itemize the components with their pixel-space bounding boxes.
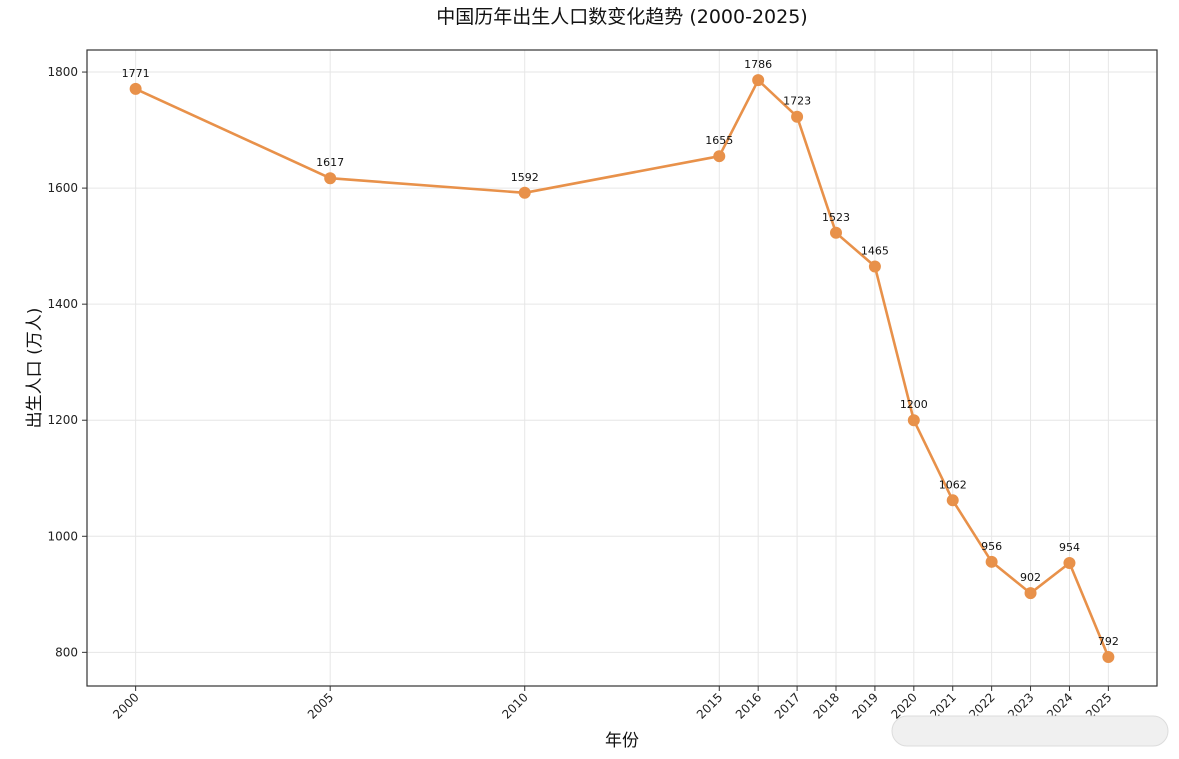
series (129, 74, 1115, 663)
grid (87, 50, 1157, 686)
data-point (985, 555, 998, 568)
data-labels: 1771 1617 1592 1655 1786 1723 1523 1465 1200 1062… (122, 58, 1119, 648)
y-tick-label: 1000 (47, 529, 78, 543)
y-tick-label: 800 (55, 645, 78, 659)
axes: 800 1000 1200 1400 1600 1800 2000 2005 2010 2015 2… (47, 65, 1114, 722)
data-point (518, 186, 531, 199)
data-point (907, 414, 920, 427)
y-tick-label: 1400 (47, 297, 78, 311)
series-line (135, 78, 1110, 658)
data-label: 1617 (316, 156, 344, 169)
y-tick-label: 1600 (47, 181, 78, 195)
data-point (713, 150, 726, 163)
data-point (1024, 587, 1037, 600)
data-point (752, 74, 765, 87)
data-point (1102, 650, 1115, 663)
data-label: 956 (981, 540, 1002, 553)
data-label: 1786 (744, 58, 772, 71)
data-label: 1465 (861, 244, 889, 257)
data-point (946, 494, 959, 507)
x-tick-label: 2010 (499, 690, 530, 721)
data-label: 1723 (783, 95, 811, 108)
x-tick-label: 2015 (694, 690, 725, 721)
x-tick-label: 2005 (305, 690, 336, 721)
data-label: 1200 (900, 398, 928, 411)
data-label: 1771 (122, 67, 150, 80)
x-tick-label: 2000 (110, 690, 141, 721)
data-label: 1523 (822, 211, 850, 224)
chart-title: 中国历年出生人口数变化趋势 (2000-2025) (436, 6, 807, 28)
data-label: 1062 (939, 478, 967, 491)
data-label: 902 (1020, 571, 1041, 584)
y-tick-label: 1200 (47, 413, 78, 427)
data-point (791, 110, 804, 123)
watermark (891, 715, 1169, 747)
data-point (830, 226, 842, 239)
x-tick-label: 2018 (811, 690, 842, 721)
x-tick-label: 2016 (733, 690, 764, 721)
data-point (324, 172, 337, 185)
data-label: 792 (1098, 635, 1119, 648)
x-tick-label: 2017 (772, 690, 803, 721)
data-label: 954 (1059, 541, 1080, 554)
data-point (129, 82, 142, 95)
data-label: 1655 (705, 134, 733, 147)
x-axis-label: 年份 (605, 731, 639, 751)
y-axis-label: 出生人口 (万人) (25, 308, 45, 429)
data-point (1063, 556, 1076, 569)
x-tick-label: 2019 (850, 690, 881, 721)
data-label: 1592 (511, 171, 539, 184)
y-tick-label: 1800 (47, 65, 78, 79)
plot-frame (86, 49, 1158, 687)
data-point (868, 260, 881, 273)
